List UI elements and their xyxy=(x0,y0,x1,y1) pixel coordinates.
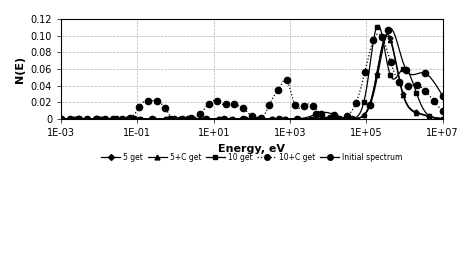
Legend: 5 get, 5+C get, 10 get, 10+C get, Initial spectrum: 5 get, 5+C get, 10 get, 10+C get, Initia… xyxy=(98,150,406,165)
X-axis label: Energy, eV: Energy, eV xyxy=(219,144,285,154)
Y-axis label: N(E): N(E) xyxy=(15,55,25,83)
